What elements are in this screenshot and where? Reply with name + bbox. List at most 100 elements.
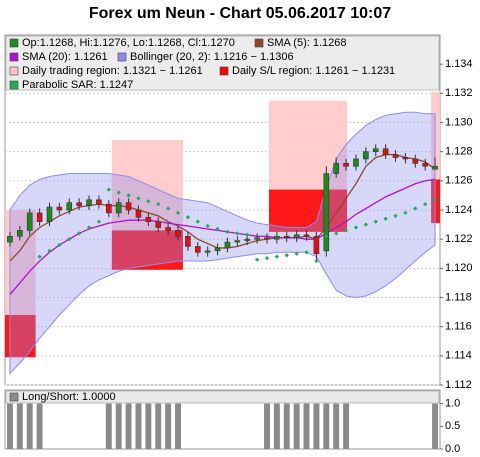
- sar-dot: [86, 225, 92, 230]
- sar-dot: [254, 257, 260, 262]
- legend-label: SMA (5): 1.1268: [267, 37, 347, 49]
- sar-dot: [136, 196, 141, 201]
- sar-dot: [67, 237, 72, 242]
- legend-swatch: [9, 392, 19, 402]
- candle-body: [66, 202, 73, 211]
- sar-dot: [96, 219, 102, 224]
- bar: [333, 403, 340, 449]
- candle-body: [96, 199, 102, 205]
- candle-body: [145, 216, 152, 222]
- legend-label: Op:1.1268, Hi:1.1276, Lo:1.1268, Cl:1.12…: [22, 37, 235, 49]
- bar: [313, 403, 320, 449]
- candle-body: [303, 234, 310, 237]
- bar: [26, 403, 33, 449]
- candle-body: [135, 209, 142, 218]
- candle-body: [244, 238, 251, 241]
- sar-dot: [274, 254, 279, 259]
- candle-body: [412, 158, 419, 164]
- sar-dot: [126, 193, 131, 198]
- sar-dot: [57, 242, 62, 248]
- bar: [36, 403, 43, 449]
- bar: [303, 403, 310, 449]
- candle-body: [204, 250, 211, 253]
- bar: [323, 403, 330, 449]
- sar-dot: [432, 197, 438, 202]
- candle-body: [17, 230, 23, 237]
- region: [268, 189, 348, 232]
- candle-body: [363, 151, 369, 160]
- bar: [6, 403, 13, 449]
- candle-body: [115, 202, 122, 214]
- candle-body: [343, 163, 349, 167]
- legend: Op:1.1268, Hi:1.1276, Lo:1.1268, Cl:1.12…: [5, 35, 440, 91]
- sar-dot: [393, 213, 398, 218]
- candle-body: [333, 163, 339, 174]
- candle-body: [323, 173, 330, 252]
- y-tick-label: 1.118: [445, 291, 472, 303]
- y-tick-label: 1.120: [445, 262, 473, 274]
- candle-body: [382, 148, 389, 155]
- candle-body: [392, 154, 399, 158]
- bar: [432, 403, 439, 449]
- sar-dot: [116, 190, 121, 195]
- y-tick-label: 1.134: [445, 58, 473, 70]
- bar: [343, 403, 350, 449]
- sar-dot: [215, 226, 220, 232]
- y-tick-label: 1.116: [445, 321, 472, 333]
- sar-dot: [106, 187, 111, 192]
- candle-body: [353, 158, 359, 167]
- region: [111, 230, 183, 270]
- sar-dot: [334, 231, 339, 236]
- bar: [115, 403, 122, 449]
- candle-body: [214, 247, 221, 252]
- chart-title: Forex um Neun - Chart 05.06.2017 10:07: [89, 5, 391, 22]
- candle-body: [372, 148, 379, 152]
- candle-body: [432, 165, 438, 170]
- candle-body: [274, 235, 280, 240]
- legend-swatch: [9, 80, 19, 90]
- legend-box: [5, 390, 440, 404]
- sar-dot: [324, 234, 329, 239]
- candle-body: [283, 235, 290, 239]
- sar-dot: [235, 231, 240, 236]
- sar-dot: [363, 222, 368, 227]
- candle-body: [402, 157, 409, 160]
- legend-swatch: [219, 66, 229, 76]
- y-tick-label: 1.0: [445, 398, 460, 410]
- sar-dot: [205, 223, 210, 229]
- candle-body: [46, 206, 53, 222]
- sar-dot: [373, 219, 378, 224]
- candle-body: [125, 202, 132, 211]
- candle-body: [194, 246, 201, 253]
- sar-dot: [225, 229, 230, 234]
- candle-body: [36, 212, 43, 222]
- candle-body: [155, 221, 162, 228]
- y-tick-label: 1.112: [445, 379, 472, 391]
- bar: [105, 403, 112, 449]
- y-tick-label: 1.128: [445, 146, 473, 158]
- sar-dot: [264, 256, 270, 261]
- legend-label: Daily S/L region: 1.1261 − 1.1231: [232, 65, 395, 77]
- y-tick-label: 0.0: [445, 443, 460, 455]
- sar-dot: [47, 248, 52, 253]
- bar: [283, 403, 290, 449]
- candle-body: [86, 199, 92, 206]
- sar-dot: [403, 210, 408, 216]
- legend-label: Daily trading region: 1.1321 − 1.1261: [22, 65, 203, 77]
- legend-swatch: [9, 38, 19, 48]
- legend-box: [5, 35, 440, 91]
- bar: [16, 403, 23, 449]
- legend-swatch: [117, 52, 127, 62]
- legend-label: Long/Short: 1.0000: [22, 391, 116, 403]
- y-tick-label: 1.132: [445, 87, 473, 99]
- y-tick-label: 1.126: [445, 175, 473, 187]
- y-tick-label: 1.130: [445, 116, 473, 128]
- y-tick-label: 1.114: [445, 350, 472, 362]
- sar-dot: [304, 250, 309, 255]
- bar: [165, 403, 172, 449]
- y-tick-label: 0.5: [445, 420, 460, 432]
- indicator-line: [9, 153, 436, 262]
- sar-dot: [413, 206, 418, 211]
- sar-dot: [166, 206, 171, 211]
